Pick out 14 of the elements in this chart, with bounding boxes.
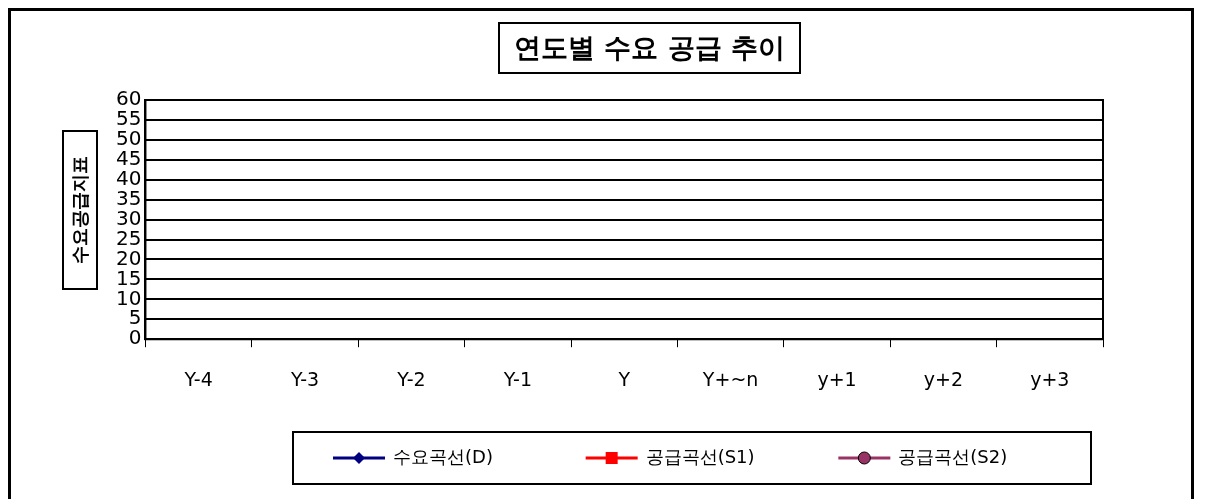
x-tick-label: Y-2 [396,367,426,390]
legend-label: 수요곡선(D) [393,445,493,467]
x-tick-label: Y-3 [289,367,320,390]
legend-label: 공급곡선(S2) [898,445,1008,467]
x-tick-label: y+2 [923,367,964,390]
x-tick-label: Y [617,367,631,390]
x-tick-label: Y-1 [502,367,532,390]
x-tick-label: Y-4 [183,367,213,390]
y-axis-title: 수요공급지표 [68,156,91,264]
x-tick-label: Y+~n [701,367,759,390]
legend-label: 공급곡선(S1) [645,445,755,467]
chart-title: 연도별 수요 공급 추이 [498,22,802,74]
x-tick-label: y+3 [1030,367,1070,390]
x-tick-label: y+1 [817,367,857,390]
